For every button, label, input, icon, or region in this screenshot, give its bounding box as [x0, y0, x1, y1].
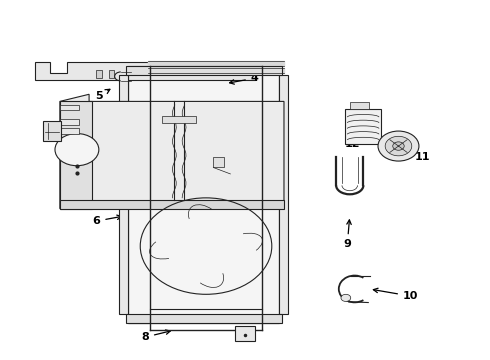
Bar: [60, 102, 92, 208]
Text: 6: 6: [93, 215, 122, 226]
Text: 9: 9: [343, 220, 351, 249]
Text: 7: 7: [218, 154, 249, 165]
Text: 5: 5: [95, 89, 110, 101]
Bar: [345, 109, 381, 144]
Text: 11: 11: [409, 148, 431, 162]
Bar: [109, 70, 115, 78]
Circle shape: [378, 131, 419, 161]
Circle shape: [393, 142, 404, 150]
Bar: [350, 102, 369, 109]
Bar: [60, 128, 79, 134]
Text: 1: 1: [66, 169, 117, 185]
Text: 10: 10: [373, 288, 418, 301]
Bar: [128, 66, 279, 323]
Bar: [279, 75, 288, 314]
Bar: [60, 105, 79, 111]
Text: 2: 2: [44, 127, 73, 137]
Circle shape: [341, 294, 351, 301]
Text: 8: 8: [141, 330, 171, 342]
Circle shape: [55, 134, 99, 166]
Bar: [125, 314, 282, 323]
Bar: [162, 116, 196, 123]
Polygon shape: [35, 62, 255, 80]
Polygon shape: [60, 94, 284, 208]
Bar: [60, 119, 79, 125]
Text: 3: 3: [191, 118, 220, 131]
Bar: [119, 75, 128, 314]
FancyBboxPatch shape: [213, 157, 224, 167]
Bar: [60, 200, 284, 208]
Bar: [235, 327, 255, 341]
Bar: [125, 66, 282, 75]
Text: 4: 4: [230, 73, 259, 84]
Text: 12: 12: [344, 134, 360, 149]
Bar: [128, 66, 279, 323]
Bar: [97, 70, 102, 78]
Circle shape: [385, 136, 412, 156]
FancyBboxPatch shape: [43, 121, 61, 141]
